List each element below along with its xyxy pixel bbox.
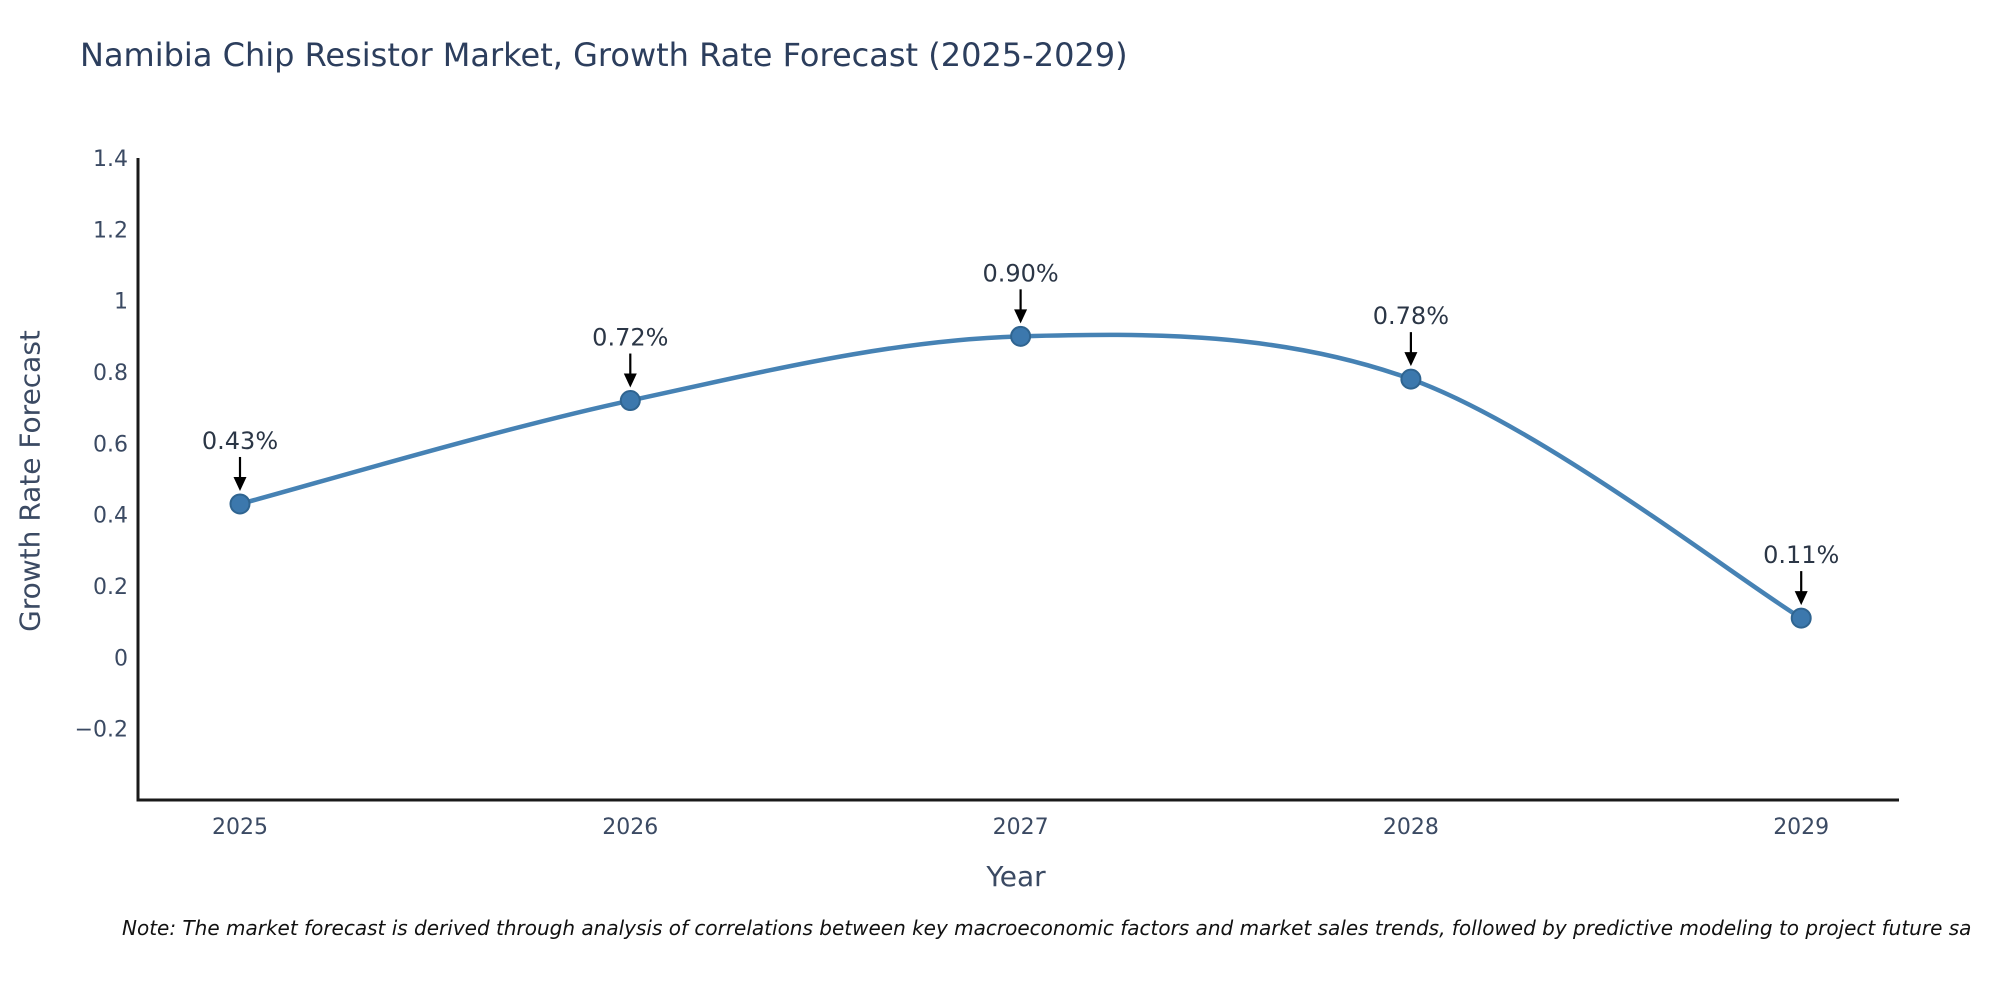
- y-tick-label: 1.4: [93, 147, 128, 172]
- axis-spines: [136, 158, 1899, 802]
- annotation-arrow-head: [1404, 352, 1418, 367]
- x-tick-label: 2028: [1383, 815, 1439, 840]
- y-tick-label: −0.2: [75, 718, 128, 743]
- x-tick-label: 2029: [1773, 815, 1829, 840]
- data-point-marker: [229, 493, 251, 515]
- annotation-label: 0.78%: [1373, 302, 1449, 330]
- annotation-arrow-head: [233, 476, 247, 491]
- y-tick-label: 0.2: [93, 575, 128, 600]
- annotation-label: 0.11%: [1763, 541, 1839, 569]
- data-point-marker: [1790, 607, 1812, 629]
- x-tick-label: 2027: [993, 815, 1049, 840]
- data-point-marker: [619, 390, 641, 412]
- y-tick-label: 0.6: [93, 432, 128, 457]
- annotation-label: 0.90%: [982, 259, 1058, 287]
- annotation-arrow-head: [623, 373, 637, 388]
- annotation-arrow-head: [1014, 309, 1028, 324]
- y-tick-label: 1.2: [93, 218, 128, 243]
- x-tick-label: 2025: [212, 815, 268, 840]
- y-tick-label: 0.8: [93, 361, 128, 386]
- trend-line: [237, 332, 1804, 621]
- y-tick-label: 1: [114, 290, 128, 315]
- chart-title: Namibia Chip Resistor Market, Growth Rat…: [80, 36, 1128, 74]
- y-tick-label: 0.4: [93, 504, 128, 529]
- annotation-arrow-head: [1794, 591, 1808, 606]
- x-axis-title: Year: [986, 860, 1046, 893]
- annotation-label: 0.72%: [592, 324, 668, 352]
- data-point-marker: [1010, 325, 1032, 347]
- data-point-marker: [1400, 368, 1422, 390]
- y-tick-label: 0: [114, 646, 128, 671]
- x-tick-label: 2026: [602, 815, 658, 840]
- annotation-label: 0.43%: [202, 427, 278, 455]
- footnote: Note: The market forecast is derived thr…: [122, 916, 1972, 940]
- y-axis-title: Growth Rate Forecast: [13, 330, 47, 632]
